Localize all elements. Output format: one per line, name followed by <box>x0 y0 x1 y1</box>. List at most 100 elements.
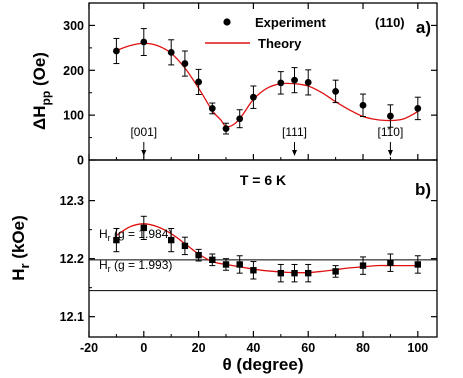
panel-b: 12.112.212.3 -20 0 20 40 60 80 100 T = 6 K b) … <box>9 159 438 374</box>
panel-a-direction-markers: [001] [111] [110] <box>130 125 403 156</box>
panel-b-y-tick-label: 12.2 <box>60 252 84 266</box>
panel-a-experiment-marker <box>236 115 244 123</box>
panel-a-experiment-marker <box>304 78 312 86</box>
x-axis-title: θ (degree) <box>223 355 304 374</box>
x-tick-label: 0 <box>140 341 147 355</box>
panel-a-y-tick-label: 300 <box>63 19 84 33</box>
direction-marker-0: [001] <box>130 125 157 156</box>
panel-b-experiment-point <box>195 248 202 262</box>
panel-a-experiment-point <box>387 104 394 128</box>
panel-a-experiment-marker <box>222 125 230 132</box>
panel-b-experiment-point <box>209 253 216 267</box>
panel-b-experiment-points <box>113 215 422 283</box>
panel-a-experiment-point <box>140 28 148 56</box>
panel-b-experiment-marker <box>387 259 394 266</box>
panel-a-experiment-point <box>113 37 120 65</box>
direction-marker-1: [111] <box>282 125 307 156</box>
panel-a-label: a) <box>416 18 431 37</box>
panel-b-y-ticks: 12.1 12.2 12.3 <box>60 194 437 324</box>
panel-b-experiment-marker <box>195 251 202 259</box>
panel-a-y-ticks: 0 100 200 300 <box>63 19 437 168</box>
direction-arrow-head <box>292 150 298 156</box>
panel-a-experiment-marker <box>167 48 175 56</box>
panel-b-experiment-point <box>140 215 148 241</box>
panel-a-experiment-point <box>304 69 312 96</box>
panel-b-experiment-marker <box>359 262 367 269</box>
x-tick-label: -20 <box>80 341 98 355</box>
panel-b-y-tick-label: 12.1 <box>60 310 84 324</box>
panel-a-experiment-marker <box>208 105 216 112</box>
panel-a-experiment-point <box>332 79 340 104</box>
crystal-plane-label: (110) <box>375 15 405 30</box>
panel-a-experiment-marker <box>277 79 285 87</box>
direction-marker-2: [110] <box>378 125 404 156</box>
panel-a-experiment-point <box>222 122 230 135</box>
panel-b-experiment-marker <box>414 261 422 268</box>
x-tick-label: 80 <box>356 341 370 355</box>
panel-b-experiment-marker <box>236 261 243 268</box>
panel-a-experiment-marker <box>113 47 120 55</box>
panel-b-experiment-point <box>168 227 175 253</box>
legend: Experiment Theory <box>205 15 326 51</box>
panel-a-experiment-point <box>181 50 189 77</box>
panel-b-experiment-point <box>113 227 120 253</box>
panel-b-experiment-point <box>250 261 257 280</box>
panel-a-experiment-marker <box>181 60 189 67</box>
panel-a-y-tick-label: 100 <box>63 109 84 123</box>
panel-b-experiment-marker <box>181 242 189 250</box>
x-tick-label: 100 <box>407 341 428 355</box>
panel-b-frame <box>88 159 438 338</box>
panel-b-experiment-point <box>332 265 339 278</box>
panel-b-experiment-marker <box>140 224 148 232</box>
x-tick-label: 60 <box>301 341 315 355</box>
panel-a: 0 100 200 300 [001] [111] [110] Experiment Th… <box>30 2 438 168</box>
panel-b-experiment-point <box>236 255 243 274</box>
panel-b-y-tick-label: 12.3 <box>60 194 84 208</box>
panel-b-experiment-marker <box>305 269 312 277</box>
panel-a-experiment-point <box>167 39 175 66</box>
panel-b-theory-curve <box>116 223 418 274</box>
panel-a-experiment-marker <box>291 76 298 84</box>
x-tick-label: 40 <box>246 341 260 355</box>
panel-b-experiment-point <box>387 253 394 272</box>
panel-a-y-axis-title: ΔHpp (Oe) <box>30 52 53 130</box>
direction-arrow-head <box>141 150 147 156</box>
panel-b-experiment-marker <box>250 267 257 274</box>
panel-b-x-ticks: -20 0 20 40 60 80 100 <box>80 331 428 355</box>
panel-b-experiment-point <box>359 256 367 275</box>
panel-b-label: b) <box>415 180 431 199</box>
panel-a-experiment-point <box>236 109 244 129</box>
legend-theory-label: Theory <box>258 36 302 51</box>
panel-a-experiment-marker <box>250 93 257 101</box>
panel-a-y-tick-label: 200 <box>63 64 84 78</box>
panel-a-experiment-marker <box>140 38 148 46</box>
legend-experiment-marker <box>223 18 231 26</box>
panel-b-theory-line <box>116 223 418 274</box>
ref-line-label-g1984: Hr (g = 1.984) <box>99 227 172 243</box>
panel-b-y-axis-title: Hr (kOe) <box>9 215 32 281</box>
panel-a-experiment-point <box>414 96 422 121</box>
panel-a-experiment-point <box>250 85 257 109</box>
temperature-label: T = 6 K <box>240 172 286 188</box>
panel-a-y-tick-label: 0 <box>77 154 84 168</box>
panel-b-experiment-point <box>414 255 422 274</box>
direction-label: [111] <box>282 125 307 139</box>
panel-b-experiment-marker <box>291 269 298 277</box>
panel-a-experiment-point <box>195 68 203 96</box>
panel-b-experiment-marker <box>209 256 216 264</box>
panel-b-experiment-marker <box>113 236 120 244</box>
panel-b-experiment-point <box>277 263 285 283</box>
panel-a-experiment-marker <box>387 112 394 120</box>
panel-b-experiment-point <box>291 263 298 283</box>
panel-a-experiment-marker <box>414 105 422 112</box>
panel-a-experiment-marker <box>359 101 367 109</box>
panel-a-experiment-point <box>277 71 285 95</box>
panel-a-experiment-marker <box>195 78 203 86</box>
panel-b-experiment-marker <box>168 236 175 244</box>
panel-a-x-ticks <box>88 3 419 160</box>
direction-label: [110] <box>378 125 404 139</box>
panel-b-experiment-point <box>305 263 312 283</box>
panel-a-experiment-point <box>208 102 216 115</box>
panel-b-experiment-marker <box>222 261 230 268</box>
